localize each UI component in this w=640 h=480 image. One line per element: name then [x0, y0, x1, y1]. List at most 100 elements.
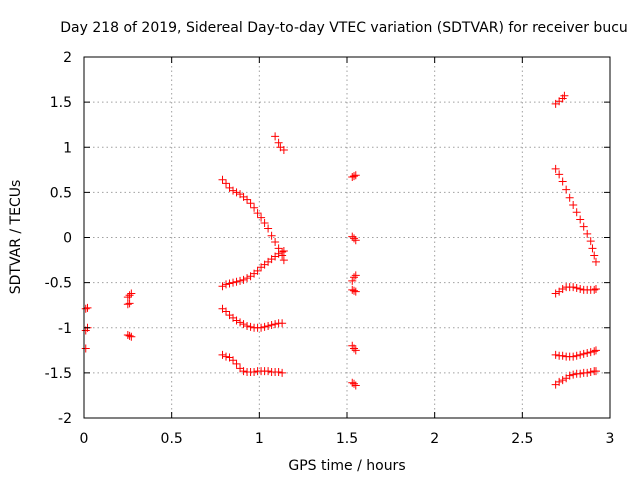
- data-point: [590, 251, 599, 260]
- data-point: [123, 330, 132, 339]
- data-point: [551, 289, 560, 298]
- series-sat-r: [551, 164, 600, 266]
- data-point: [229, 186, 238, 195]
- data-point: [569, 370, 578, 379]
- data-point: [264, 321, 273, 330]
- data-point: [558, 284, 567, 293]
- data-point: [588, 244, 597, 253]
- data-point: [243, 274, 252, 283]
- data-point: [222, 179, 231, 188]
- data-point: [236, 318, 245, 327]
- y-tick-label: 1: [63, 140, 72, 156]
- x-axis-label: GPS time / hours: [288, 458, 405, 474]
- data-point: [218, 350, 227, 359]
- data-point: [81, 304, 90, 313]
- series-sat-t: [551, 346, 600, 361]
- data-point: [253, 209, 262, 218]
- data-point: [348, 285, 357, 294]
- data-point: [83, 303, 92, 312]
- data-point: [239, 275, 248, 284]
- data-point: [125, 331, 134, 340]
- data-point: [572, 284, 581, 293]
- data-point: [271, 132, 280, 141]
- data-point: [218, 282, 227, 291]
- data-point: [590, 347, 599, 356]
- data-point: [351, 236, 360, 245]
- x-tick-label: 0.5: [161, 431, 183, 447]
- data-point: [239, 367, 248, 376]
- data-point: [267, 321, 276, 330]
- chart-title: Day 218 of 2019, Sidereal Day-to-day VTE…: [60, 20, 628, 36]
- data-point: [348, 232, 357, 241]
- data-point: [348, 276, 357, 285]
- y-tick-label: 0.5: [50, 185, 72, 201]
- data-point: [243, 195, 252, 204]
- series-sat-c: [123, 289, 136, 302]
- data-point: [274, 249, 283, 258]
- data-point: [555, 377, 564, 386]
- data-point: [279, 256, 288, 265]
- data-point: [250, 203, 259, 212]
- x-tick-label: 2: [430, 431, 439, 447]
- x-tick-labels: 0 0.5 1 1.5 2 2.5 3: [80, 431, 615, 447]
- data-point: [236, 276, 245, 285]
- data-point: [569, 201, 578, 210]
- data-point: [576, 350, 585, 359]
- data-point: [569, 283, 578, 292]
- data-point: [558, 177, 567, 186]
- data-point: [225, 279, 234, 288]
- data-point: [278, 247, 287, 256]
- data-point: [246, 322, 255, 331]
- data-point: [279, 247, 288, 256]
- y-tick-label: -2: [58, 411, 72, 427]
- data-point: [271, 320, 280, 329]
- series-sat-k: [348, 171, 360, 182]
- data-point: [591, 367, 600, 376]
- data-point: [278, 368, 287, 377]
- data-point: [350, 273, 359, 282]
- data-point: [250, 367, 259, 376]
- y-tick-label: -1.5: [45, 366, 72, 382]
- data-point: [222, 307, 231, 316]
- series-sat-l: [348, 232, 360, 245]
- data-point: [123, 300, 132, 309]
- y-tick-label: 1.5: [50, 95, 72, 111]
- data-point: [351, 271, 360, 280]
- data-point: [232, 316, 241, 325]
- series-sat-h: [218, 247, 288, 291]
- data-point: [278, 319, 287, 328]
- data-point: [125, 291, 134, 300]
- data-point: [350, 379, 359, 388]
- data-point: [591, 346, 600, 355]
- data-point: [569, 352, 578, 361]
- data-point: [232, 359, 241, 368]
- series-sat-o: [348, 341, 360, 355]
- data-point: [257, 323, 266, 332]
- series-sat-m: [348, 271, 360, 285]
- series-sat-j: [218, 350, 287, 377]
- data-point: [351, 346, 360, 355]
- series-sat-u: [551, 367, 600, 389]
- data-point: [267, 231, 276, 240]
- y-tick-label: -1: [58, 321, 72, 337]
- data-point: [558, 376, 567, 385]
- data-point: [562, 185, 571, 194]
- data-point: [123, 293, 132, 302]
- data-point: [591, 257, 600, 266]
- data-point: [591, 284, 600, 293]
- series-sat-i: [218, 304, 287, 332]
- grid: [84, 57, 610, 418]
- data-point: [350, 172, 359, 181]
- data-point: [551, 164, 560, 173]
- data-point: [350, 344, 359, 353]
- data-point: [576, 284, 585, 293]
- data-point: [351, 287, 360, 296]
- series-sat-q: [551, 91, 569, 108]
- series-sat-p: [348, 378, 360, 390]
- y-tick-label: -0.5: [45, 276, 72, 292]
- data-point: [586, 348, 595, 357]
- y-tick-labels: -2 -1.5 -1 -0.5 0 0.5 1 1.5 2: [45, 50, 72, 427]
- data-point: [348, 173, 357, 182]
- data-point: [279, 145, 288, 154]
